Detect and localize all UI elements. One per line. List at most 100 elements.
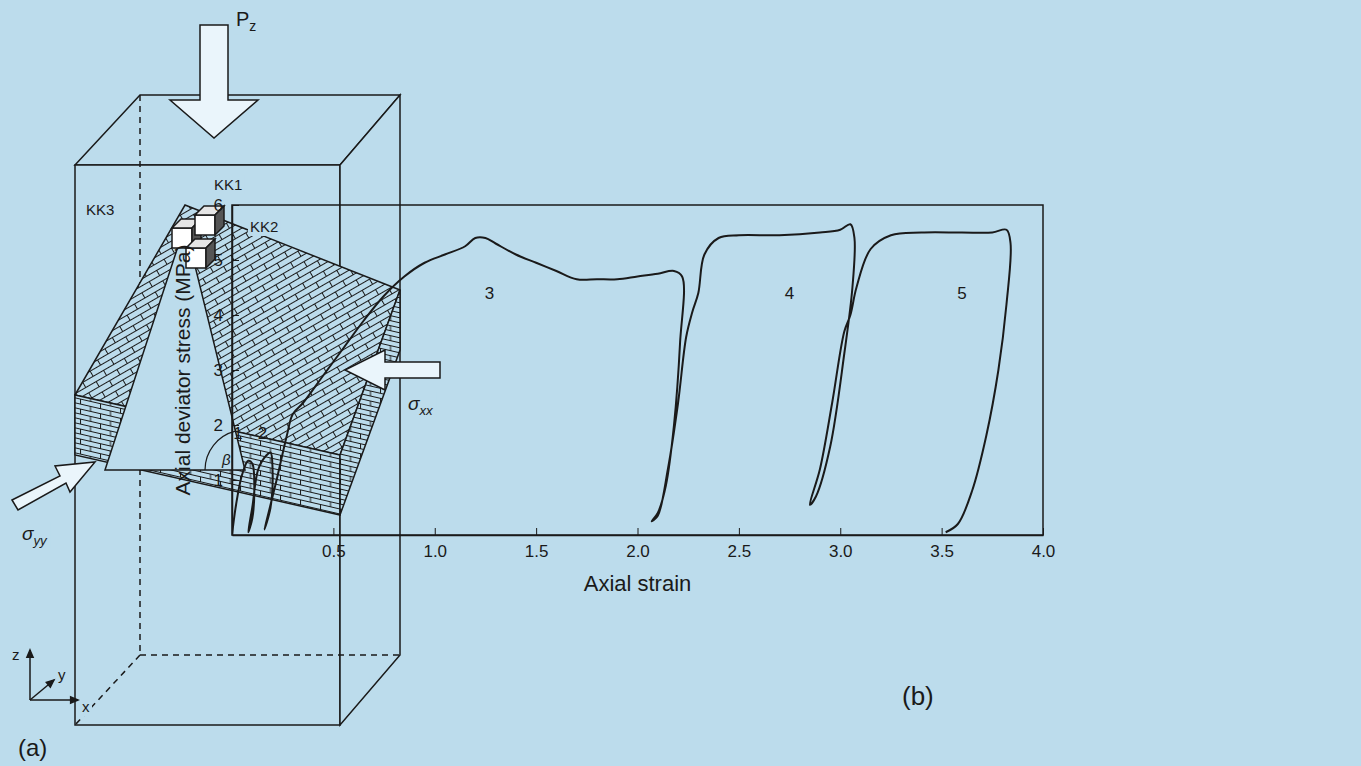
x-tick-label: 0.5 bbox=[322, 542, 346, 561]
diagram-label: σyy bbox=[20, 522, 50, 549]
plot-frame bbox=[232, 205, 1043, 535]
label-main: z bbox=[12, 646, 20, 663]
y-axis-title: Axial deviator stress (MPa) bbox=[171, 245, 194, 496]
bedding-side bbox=[340, 290, 400, 515]
x-tick-mark bbox=[840, 528, 841, 535]
load-arrow bbox=[170, 25, 258, 138]
y-tick-mark bbox=[232, 260, 239, 261]
x-tick-label: 3.5 bbox=[930, 542, 954, 561]
label-patch bbox=[56, 665, 68, 684]
diagram-label: β bbox=[219, 450, 233, 469]
label-patch bbox=[248, 217, 280, 236]
diagram-label-text: x bbox=[82, 698, 90, 715]
y-tick-mark bbox=[232, 480, 239, 481]
x-tick-mark bbox=[1043, 528, 1044, 535]
label-patch bbox=[219, 450, 233, 469]
sample-cube bbox=[195, 215, 215, 235]
diagram-label-text: σyy bbox=[22, 523, 48, 548]
label-sub: xx bbox=[418, 403, 434, 418]
dip-arc bbox=[205, 431, 235, 470]
diagram-label-text: y bbox=[58, 666, 66, 683]
loop-label: 5 bbox=[957, 284, 966, 303]
diagram-label: KK3 bbox=[84, 200, 116, 219]
diagram-label: σxx bbox=[406, 392, 436, 419]
diagram-label-text: z bbox=[12, 646, 20, 663]
y-tick-label: 2 bbox=[214, 416, 223, 435]
diagram-label-text: σxx bbox=[408, 393, 434, 418]
panel-letter: (a) bbox=[18, 734, 47, 761]
box-hidden-edge bbox=[140, 654, 400, 656]
panel-b: 0.51.01.52.02.53.03.54.012345612345Axial… bbox=[171, 196, 1055, 596]
diagram-label-text: KK3 bbox=[86, 201, 114, 218]
label-sub: z bbox=[249, 18, 256, 34]
y-tick-label: 6 bbox=[214, 196, 223, 215]
y-tick: 4 bbox=[214, 306, 239, 325]
label-main: KK2 bbox=[250, 218, 278, 235]
x-tick-mark bbox=[638, 528, 639, 535]
x-axis: 0.5 1.0 1.5 2.0 2.5 3.0 3.5 4.0 bbox=[233, 528, 1056, 561]
label-patch bbox=[406, 392, 436, 419]
figure: Pz KK3 KK1 KK2 β σxx σyy z yx (a) 0.5 1.0 1.5 2.0 2.5 3… bbox=[0, 0, 1361, 766]
diagram-label: z bbox=[10, 645, 22, 664]
box-hidden-edge bbox=[75, 655, 140, 725]
y-tick-mark bbox=[232, 315, 239, 316]
y-tick-label: 4 bbox=[214, 306, 223, 325]
label-patch bbox=[10, 645, 22, 664]
x-tick: 4.0 bbox=[1032, 528, 1056, 561]
y-tick-mark bbox=[232, 370, 239, 371]
x-tick-mark bbox=[739, 528, 740, 535]
label-main: P bbox=[236, 8, 249, 30]
axis-y-head bbox=[46, 680, 54, 687]
x-tick-label: 1.0 bbox=[423, 542, 447, 561]
y-tick-mark bbox=[232, 205, 239, 206]
label-sub: yy bbox=[32, 533, 48, 548]
x-tick: 1.0 bbox=[423, 528, 447, 561]
y-tick: 1 bbox=[214, 471, 239, 490]
label-main: KK1 bbox=[214, 176, 242, 193]
loop-label: 2 bbox=[258, 424, 267, 443]
diagram-label-text: KK2 bbox=[250, 218, 278, 235]
x-tick-mark bbox=[942, 528, 943, 535]
diagram-label: KK2 bbox=[248, 217, 280, 236]
diagram-label: Pz bbox=[234, 7, 258, 35]
axis-y bbox=[30, 680, 54, 700]
diagram-label: KK1 bbox=[212, 175, 244, 194]
diagram-label-text: KK1 bbox=[214, 176, 242, 193]
panel-a: Pz KK3 KK1 KK2 β σxx σyy z yx bbox=[10, 7, 440, 725]
label-patch bbox=[234, 7, 258, 35]
x-tick: 2.5 bbox=[728, 528, 752, 561]
label-patch bbox=[20, 522, 50, 549]
diagram-label-text: Pz bbox=[236, 8, 256, 34]
x-tick: 3.5 bbox=[930, 528, 954, 561]
label-patch bbox=[80, 697, 92, 716]
x-tick-label: 4.0 bbox=[1032, 542, 1056, 561]
y-tick-label: 1 bbox=[214, 471, 223, 490]
x-tick-mark bbox=[333, 528, 334, 535]
y-tick: 5 bbox=[214, 251, 239, 270]
stress-strain-curve bbox=[232, 224, 1011, 535]
x-tick-label: 1.5 bbox=[525, 542, 549, 561]
x-tick: 3.0 bbox=[829, 528, 853, 561]
x-tick-label: 2.0 bbox=[626, 542, 650, 561]
diagram-label: x bbox=[80, 697, 92, 716]
y-tick: 6 bbox=[214, 196, 239, 215]
label-main: x bbox=[82, 698, 90, 715]
axis-x-head bbox=[71, 697, 78, 703]
axis-z-head bbox=[27, 650, 33, 657]
label-patch bbox=[212, 175, 244, 194]
label-main: β bbox=[221, 451, 231, 468]
loop-label: 4 bbox=[785, 284, 794, 303]
y-tick-label: 3 bbox=[214, 361, 223, 380]
y-axis: 1 2 3 4 5 6 bbox=[214, 196, 239, 536]
panel-letter: (b) bbox=[902, 681, 934, 711]
x-tick-label: 2.5 bbox=[728, 542, 752, 561]
y-tick-label: 5 bbox=[214, 251, 223, 270]
plot-area bbox=[232, 224, 1011, 535]
label-main: KK3 bbox=[86, 201, 114, 218]
x-tick: 2.0 bbox=[626, 528, 650, 561]
stress-arrow-xx bbox=[345, 350, 440, 390]
x-tick-mark bbox=[536, 528, 537, 535]
loop-label: 3 bbox=[485, 284, 494, 303]
x-axis-title: Axial strain bbox=[584, 571, 692, 596]
x-tick-mark bbox=[435, 528, 436, 535]
